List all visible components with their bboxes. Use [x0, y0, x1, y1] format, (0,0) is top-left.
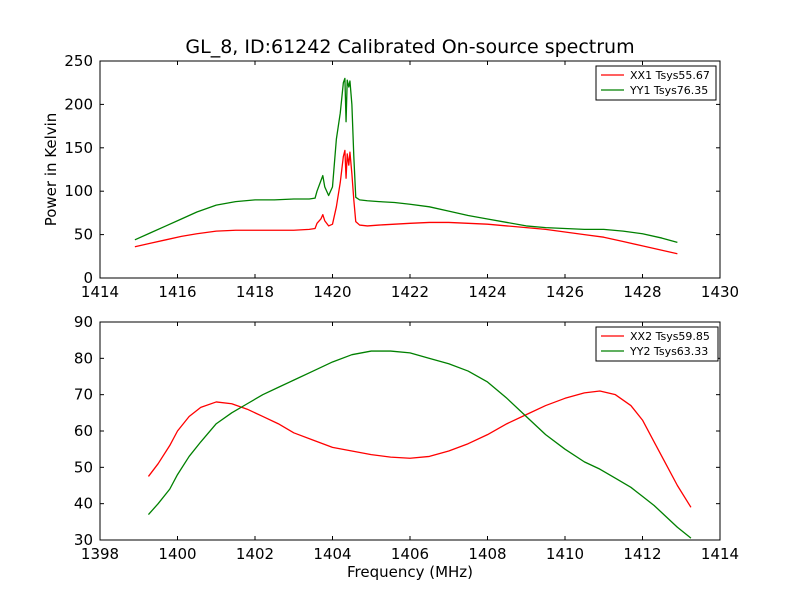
- y-tick-label: 90: [74, 313, 93, 331]
- legend: XX1 Tsys55.67 YY1 Tsys76.35: [595, 65, 717, 101]
- y-tick-label: 40: [74, 495, 93, 513]
- series-line-yy2: [147, 350, 692, 539]
- x-tick-label: 1408: [468, 545, 506, 563]
- x-tick-label: 1420: [313, 283, 351, 301]
- legend-box: [595, 326, 719, 362]
- x-tick-label: 1422: [391, 283, 429, 301]
- x-tick-label: 1430: [701, 283, 739, 301]
- x-tick-label: 1418: [236, 283, 274, 301]
- plot-panel-1: 1414 1416 1418 1420 1422 1424 1426 1428 1430 0 50 1…: [42, 52, 739, 301]
- y-tick-label: 50: [74, 226, 93, 244]
- legend-label: YY1 Tsys76.35: [629, 84, 708, 97]
- x-tick-label: 1414: [701, 545, 739, 563]
- y-tick-label: 70: [74, 386, 93, 404]
- x-tick-label: 1398: [81, 545, 119, 563]
- x-tick-label: 1410: [546, 545, 584, 563]
- legend-label: XX1 Tsys55.67: [630, 69, 710, 82]
- x-tick-label: 1424: [468, 283, 506, 301]
- series-line-yy1: [134, 77, 678, 244]
- y-tick-label: 60: [74, 422, 93, 440]
- plot-panel-2: 1398 1400 1402 1404 1406 1408 1410 1412 1414 30 40…: [74, 313, 739, 581]
- x-tick-label: 1412: [623, 545, 661, 563]
- figure-title: GL_8, ID:61242 Calibrated On-source spec…: [185, 36, 634, 58]
- x-tick-label: 1414: [81, 283, 119, 301]
- y-tick-label: 0: [83, 269, 93, 287]
- y-tick-label: 30: [74, 531, 93, 549]
- y-tick-label: 50: [74, 458, 93, 476]
- x-tick-label: 1400: [158, 545, 196, 563]
- legend: XX2 Tsys59.85 YY2 Tsys63.33: [595, 326, 719, 362]
- y-axis-label: Power in Kelvin: [42, 113, 60, 227]
- x-tick-label: 1428: [623, 283, 661, 301]
- legend-label: XX2 Tsys59.85: [630, 330, 710, 343]
- x-tick-label: 1406: [391, 545, 429, 563]
- x-tick-label: 1402: [236, 545, 274, 563]
- legend-box: [595, 65, 717, 101]
- y-tick-label: 150: [64, 139, 93, 157]
- y-tick-label: 200: [64, 95, 93, 113]
- legend-label: YY2 Tsys63.33: [629, 345, 708, 358]
- series-line-xx2: [147, 390, 692, 508]
- y-tick-label: 250: [64, 52, 93, 70]
- y-tick-label: 100: [64, 182, 93, 200]
- series-line-xx1: [134, 149, 678, 255]
- x-tick-label: 1404: [313, 545, 351, 563]
- x-tick-label: 1416: [158, 283, 196, 301]
- x-tick-label: 1426: [546, 283, 584, 301]
- y-tick-label: 80: [74, 349, 93, 367]
- x-axis-label: Frequency (MHz): [347, 563, 473, 581]
